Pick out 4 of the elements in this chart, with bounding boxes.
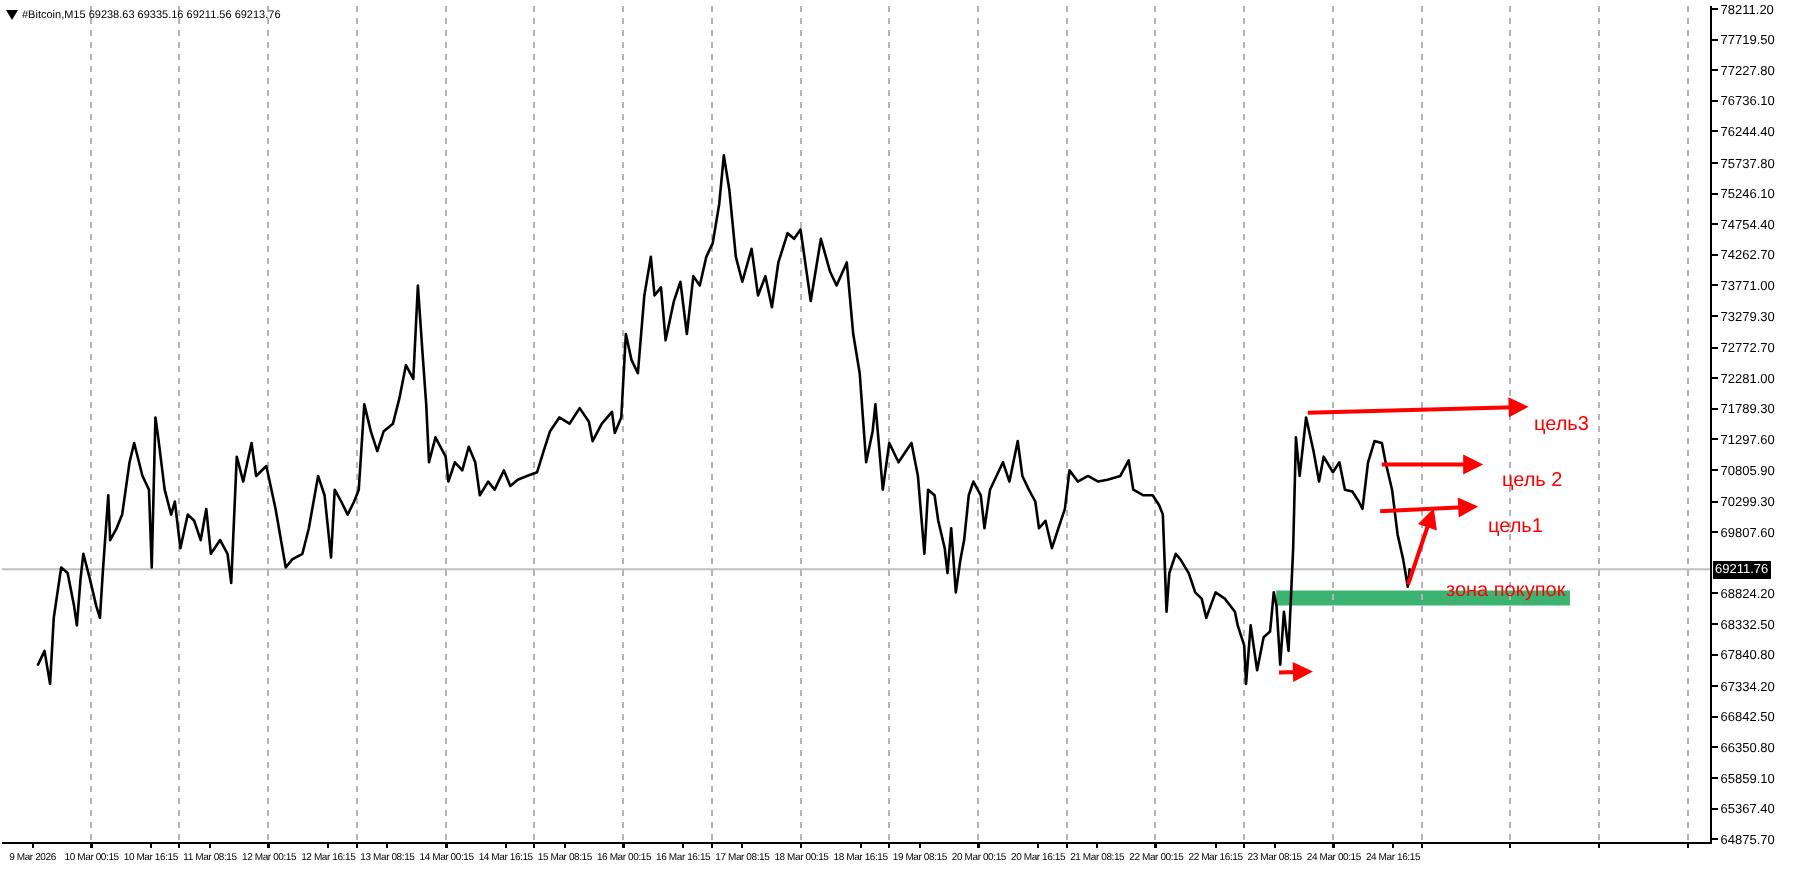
annotation: цель3: [1534, 414, 1590, 436]
line-series: [36, 154, 1411, 686]
annotation: цель1: [1488, 516, 1544, 538]
annotation: цель 2: [1502, 470, 1564, 492]
